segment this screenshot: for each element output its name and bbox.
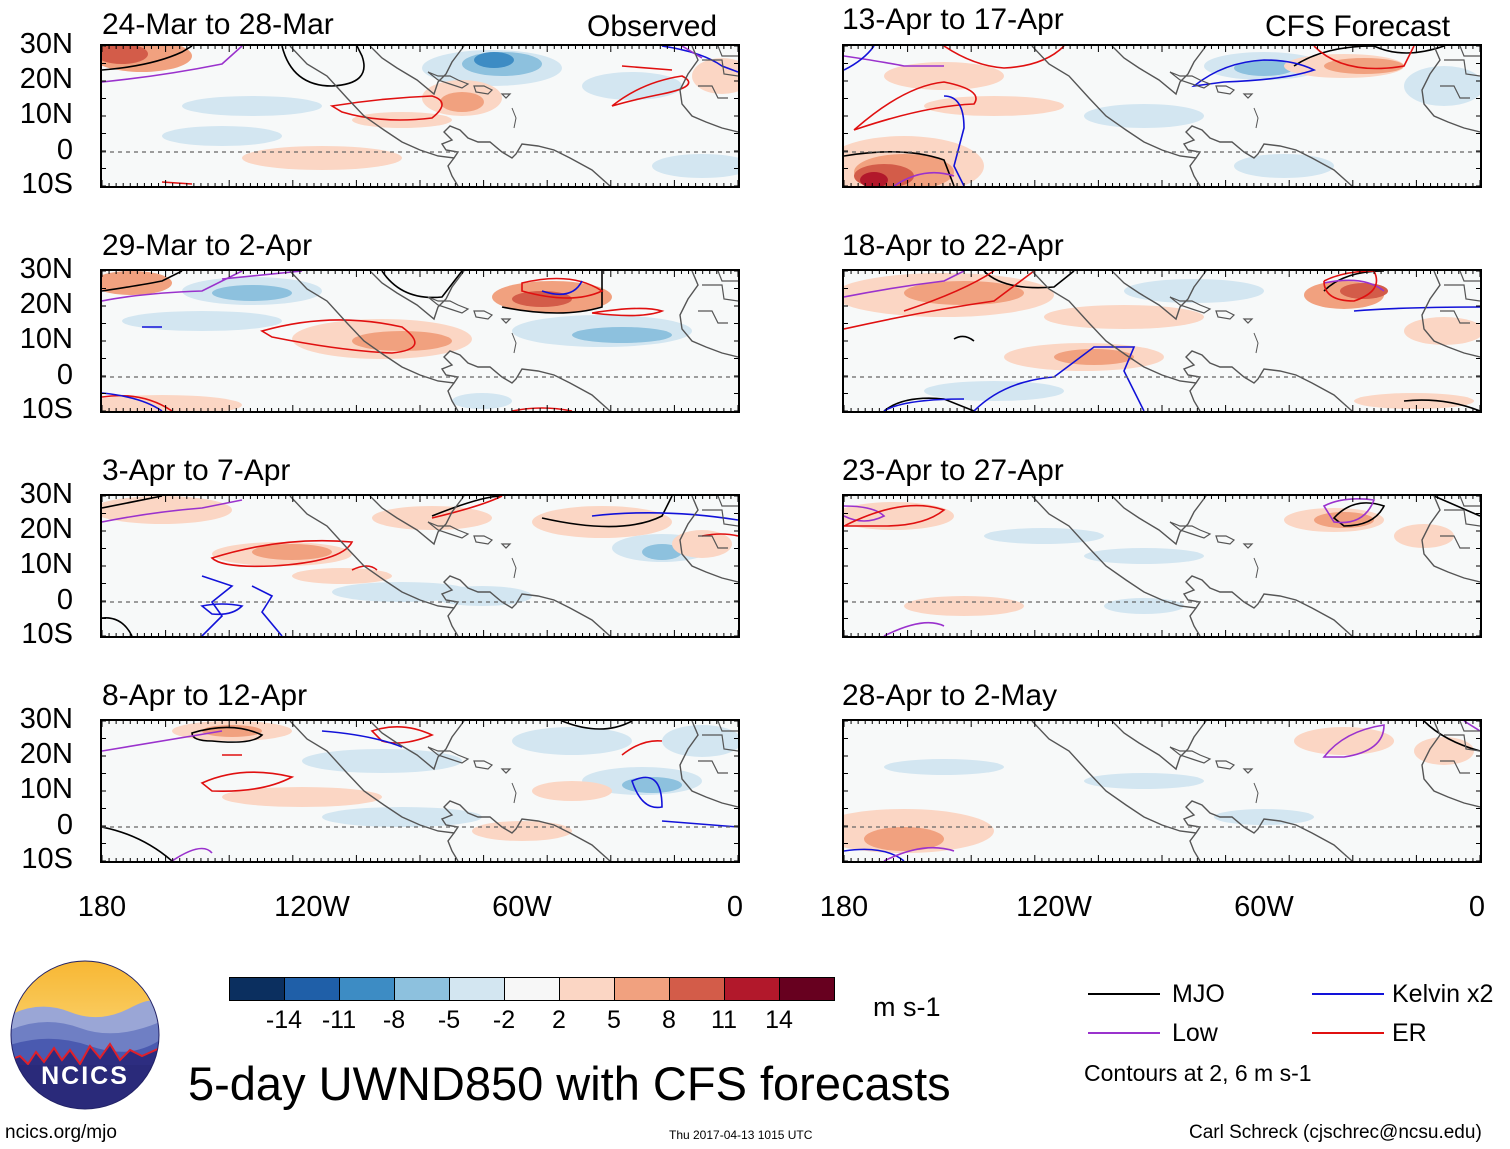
lat-label: 0 — [56, 809, 73, 841]
map-canvas — [102, 271, 738, 411]
lat-label: 30N — [19, 703, 73, 735]
map-canvas — [844, 46, 1480, 186]
panel-title: 24-Mar to 28-Mar — [102, 8, 334, 41]
lon-label: 0 — [1468, 891, 1486, 923]
legend-er-line — [1312, 1032, 1384, 1034]
map-panel-18apr — [842, 269, 1482, 413]
lat-label: 10S — [21, 618, 73, 650]
map-panel-23apr — [842, 494, 1482, 638]
lat-label: 10N — [19, 773, 73, 805]
footer-credit: Carl Schreck (cjschrec@ncsu.edu) — [1189, 1122, 1482, 1143]
colorbar-swatch — [614, 977, 670, 1001]
lon-label: 0 — [726, 891, 744, 923]
map-canvas — [844, 721, 1480, 861]
forecast-label: CFS Forecast — [1265, 10, 1451, 43]
observed-label: Observed — [587, 10, 718, 43]
lat-label: 30N — [19, 253, 73, 285]
colorbar-label: 14 — [765, 1006, 793, 1034]
map-panel-24mar — [100, 44, 740, 188]
colorbar-swatch — [504, 977, 560, 1001]
colorbar-swatch — [779, 977, 835, 1001]
legend-er-label: ER — [1392, 1019, 1427, 1047]
map-panel-3apr — [100, 494, 740, 638]
map-canvas — [102, 721, 738, 861]
colorbar-label: -8 — [382, 1006, 406, 1034]
map-canvas — [102, 46, 738, 186]
figure-title: 5-day UWND850 with CFS forecasts — [188, 1057, 951, 1110]
colorbar-swatch — [284, 977, 340, 1001]
lon-label: 180 — [77, 891, 127, 923]
lat-label: 20N — [19, 513, 73, 545]
lon-label: 120W — [1016, 891, 1092, 923]
colorbar-swatch — [449, 977, 505, 1001]
footer-timestamp: Thu 2017-04-13 1015 UTC — [669, 1128, 813, 1142]
lat-label: 0 — [56, 584, 73, 616]
lat-label: 10S — [21, 843, 73, 875]
colorbar-label: -11 — [321, 1006, 357, 1034]
map-panel-8apr — [100, 719, 740, 863]
colorbar-unit: m s-1 — [873, 992, 941, 1022]
lat-label: 30N — [19, 478, 73, 510]
legend-mjo-line — [1088, 993, 1160, 995]
panel-title: 13-Apr to 17-Apr — [842, 3, 1064, 36]
colorbar-swatch — [339, 977, 395, 1001]
colorbar-label: 11 — [711, 1006, 737, 1034]
colorbar-label: 8 — [662, 1006, 676, 1034]
panel-title: 23-Apr to 27-Apr — [842, 454, 1064, 487]
lat-label: 20N — [19, 288, 73, 320]
panel-title: 18-Apr to 22-Apr — [842, 229, 1064, 262]
lat-label: 0 — [56, 134, 73, 166]
lat-label: 10N — [19, 548, 73, 580]
colorbar-swatch — [559, 977, 615, 1001]
legend-mjo-label: MJO — [1172, 980, 1225, 1008]
lat-label: 10S — [21, 168, 73, 200]
panel-title: 8-Apr to 12-Apr — [102, 679, 308, 712]
panel-title: 29-Mar to 2-Apr — [102, 229, 313, 262]
ncics-logo: NCICS — [10, 960, 160, 1110]
lat-label: 30N — [19, 28, 73, 60]
colorbar-label: 5 — [607, 1006, 621, 1034]
legend-kelvin-label: Kelvin x2 — [1392, 980, 1494, 1008]
lat-label: 20N — [19, 738, 73, 770]
map-panel-13apr — [842, 44, 1482, 188]
colorbar-swatch — [724, 977, 780, 1001]
map-canvas — [102, 496, 738, 636]
panel-title: 28-Apr to 2-May — [842, 679, 1058, 712]
lat-label: 20N — [19, 63, 73, 95]
colorbar-swatch — [394, 977, 450, 1001]
logo-text: NCICS — [41, 1062, 129, 1090]
lat-label: 10N — [19, 323, 73, 355]
lon-label: 120W — [274, 891, 350, 923]
map-canvas — [844, 496, 1480, 636]
colorbar-label: -14 — [265, 1006, 303, 1034]
legend-kelvin-line — [1312, 993, 1384, 995]
colorbar-label: -2 — [492, 1006, 516, 1034]
map-canvas — [844, 271, 1480, 411]
lat-label: 10N — [19, 98, 73, 130]
map-panel-29mar — [100, 269, 740, 413]
colorbar-label: -5 — [437, 1006, 461, 1034]
lat-label: 10S — [21, 393, 73, 425]
lat-label: 0 — [56, 359, 73, 391]
colorbar-label: 2 — [552, 1006, 566, 1034]
footer-url[interactable]: ncics.org/mjo — [5, 1122, 117, 1143]
lon-label: 60W — [1234, 891, 1294, 923]
colorbar-swatch — [669, 977, 725, 1001]
legend-low-label: Low — [1172, 1019, 1218, 1047]
lon-label: 60W — [492, 891, 552, 923]
lon-label: 180 — [819, 891, 869, 923]
colorbar-swatch — [229, 977, 285, 1001]
legend-low-line — [1088, 1032, 1160, 1034]
panel-title: 3-Apr to 7-Apr — [102, 454, 291, 487]
legend-note: Contours at 2, 6 m s-1 — [1084, 1060, 1312, 1086]
map-panel-28apr — [842, 719, 1482, 863]
